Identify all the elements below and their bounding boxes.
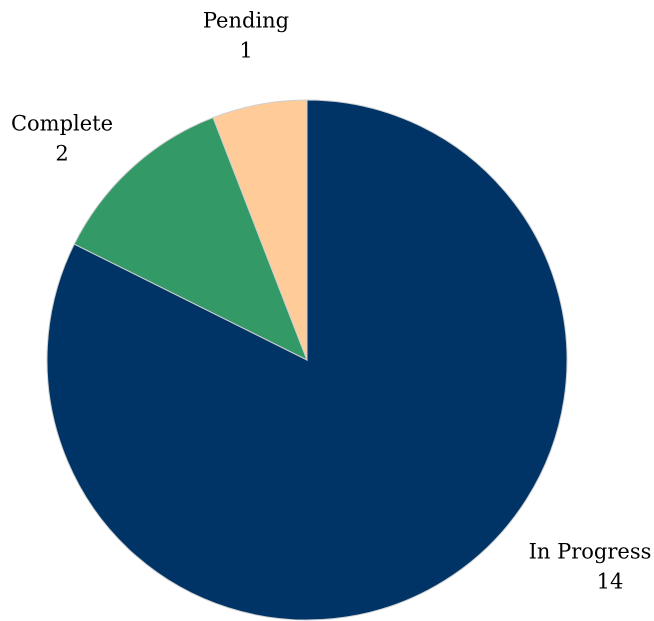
slice-value: 2 [55,142,68,166]
slice-value: 1 [239,39,252,63]
slice-label: Complete [11,112,113,136]
slice-value: 14 [597,570,624,594]
slice-label: In Progress [529,540,652,564]
pie-slice [73,116,308,362]
pie-slice [212,99,308,361]
slice-label: Pending [203,9,289,33]
pie-slice [46,99,568,621]
